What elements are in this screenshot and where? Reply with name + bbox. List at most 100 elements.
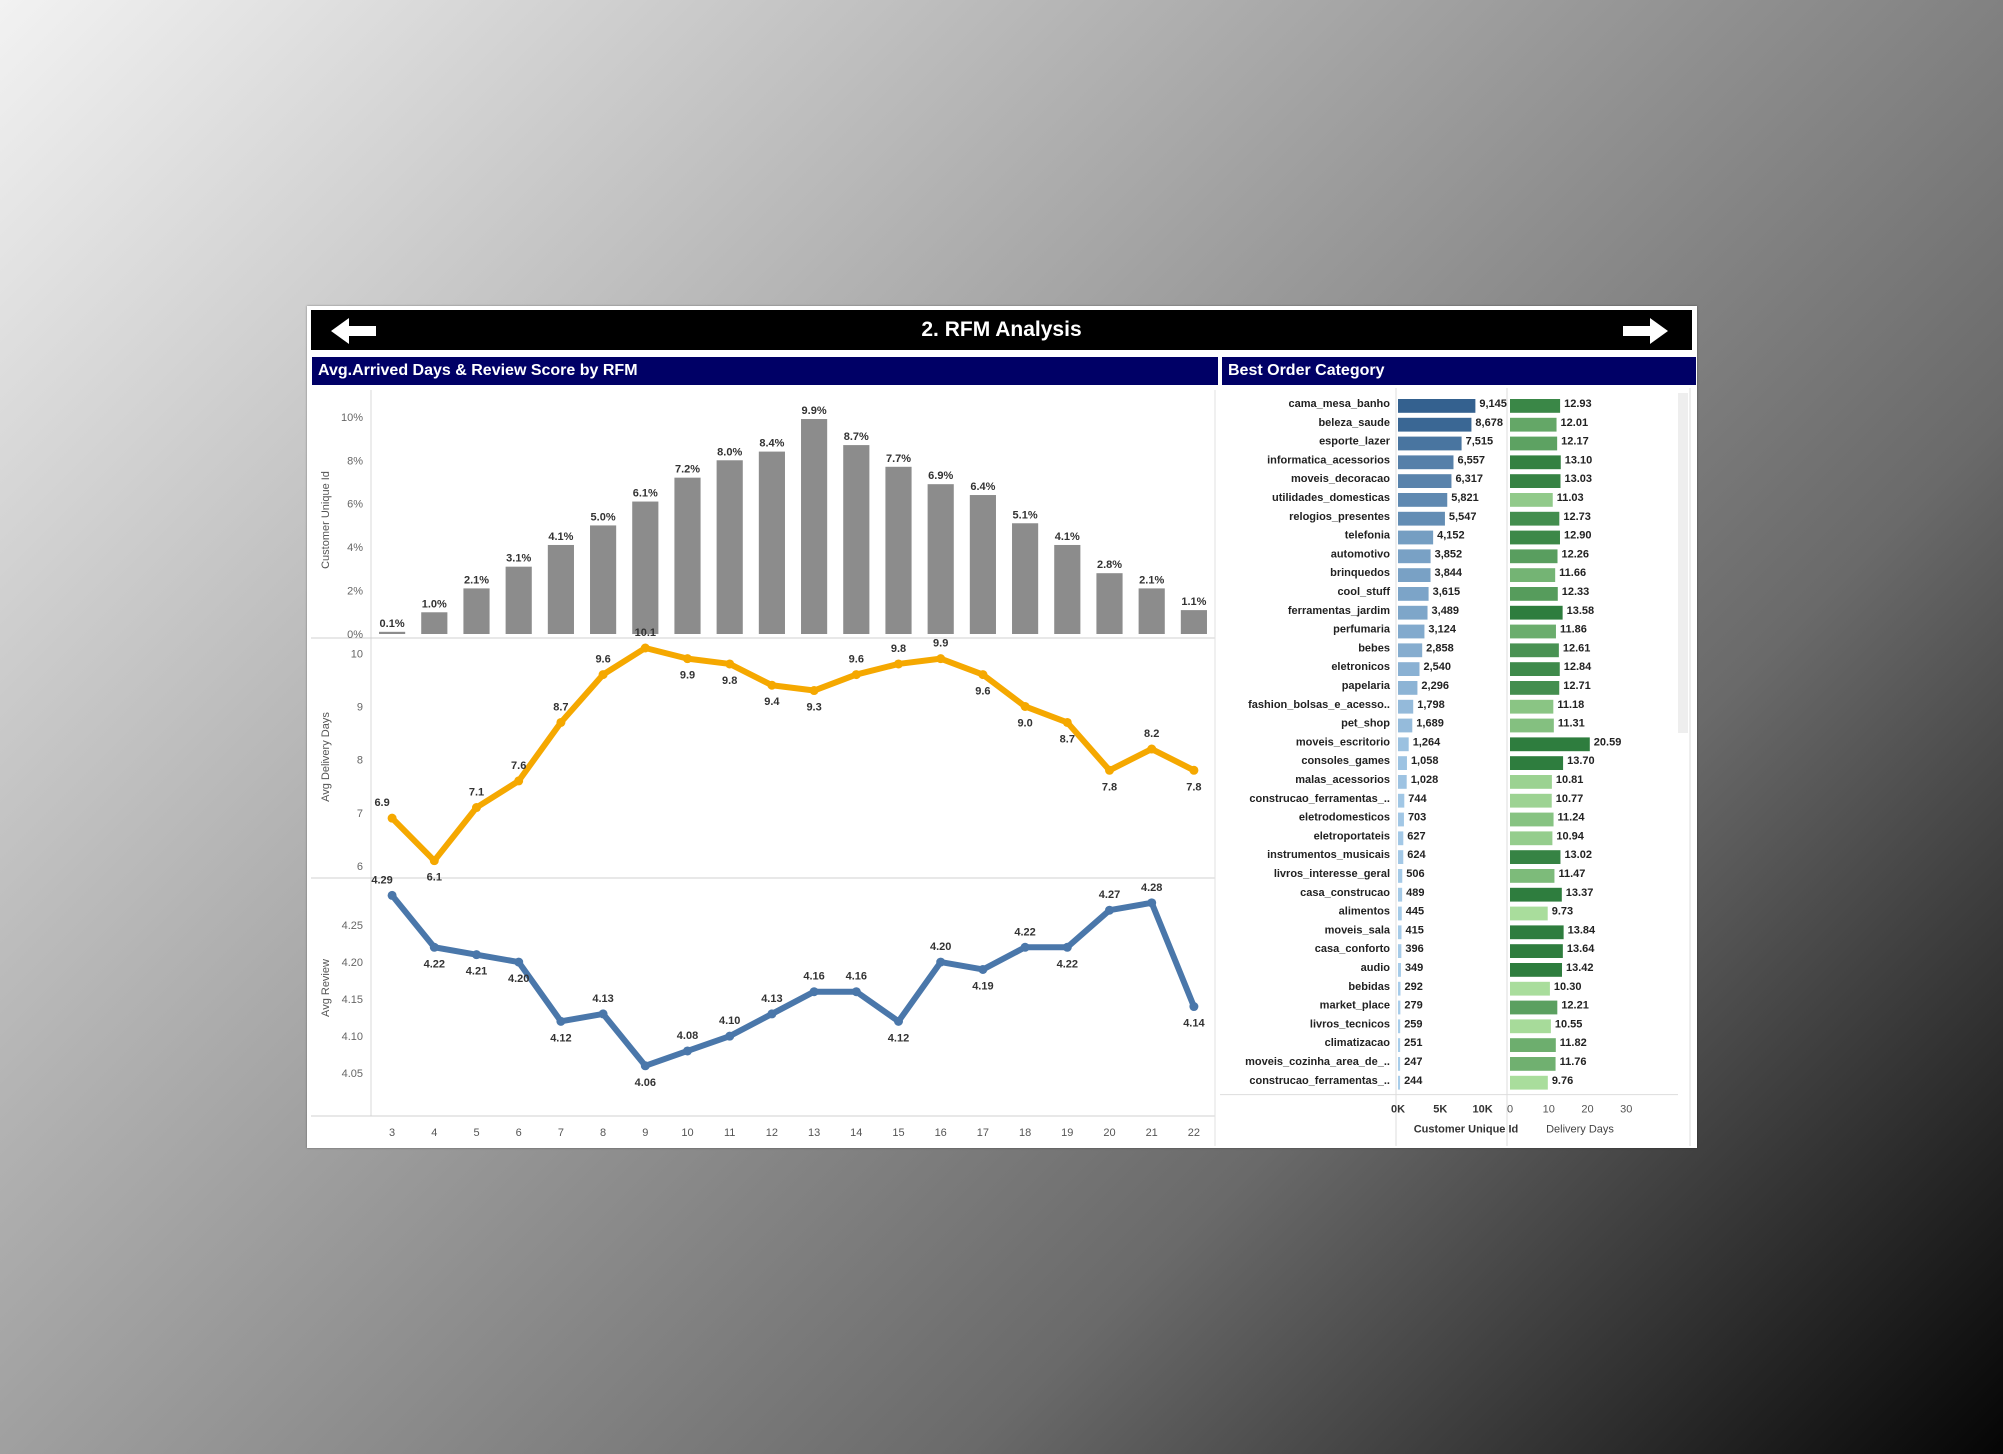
bar [969, 495, 996, 634]
data-label: 4.16 [846, 971, 867, 983]
data-label: 5.1% [1013, 509, 1038, 521]
category-label: moveis_decoracao [1291, 473, 1390, 485]
y-tick-label: 7 [357, 808, 363, 820]
x-tick-label: 6 [516, 1127, 522, 1139]
bar [1180, 610, 1207, 634]
bar-delivery [1510, 399, 1561, 413]
data-label: 6.9% [928, 470, 953, 482]
data-label: 10.55 [1555, 1018, 1583, 1030]
data-label: 7.8 [1102, 781, 1117, 793]
data-point [387, 813, 397, 823]
data-point [809, 987, 819, 997]
data-label: 251 [1404, 1037, 1422, 1049]
data-label: 12.33 [1562, 586, 1590, 598]
data-label: 5,547 [1449, 511, 1477, 523]
bar-customer [1398, 1019, 1401, 1034]
category-label: casa_conforto [1315, 943, 1390, 955]
x-tick-label: 11 [724, 1127, 735, 1139]
data-label: 4.29 [371, 874, 392, 886]
bar-customer [1398, 944, 1402, 958]
title-bar: 2. RFM Analysis [311, 310, 1692, 350]
x-tick-label: 3 [389, 1127, 395, 1139]
data-point [1062, 942, 1072, 952]
data-label: 12.90 [1564, 530, 1592, 542]
data-label: 13.64 [1567, 943, 1595, 955]
x-tick-label: 20 [1103, 1127, 1115, 1139]
category-label: cool_stuff [1337, 586, 1390, 598]
data-point [683, 1046, 692, 1056]
bar-delivery [1510, 455, 1561, 470]
bar-customer [1398, 1000, 1401, 1015]
data-point [894, 659, 903, 669]
category-label: esporte_lazer [1319, 436, 1391, 448]
bar-customer [1398, 511, 1445, 526]
data-label: 8.2 [1144, 728, 1159, 740]
data-label: 624 [1407, 849, 1426, 861]
bar-customer [1398, 793, 1405, 808]
data-label: 12.01 [1561, 417, 1589, 429]
category-label: cama_mesa_banho [1289, 398, 1391, 410]
data-label: 1.1% [1181, 596, 1206, 608]
x-tick-label: 4 [431, 1127, 437, 1139]
data-label: 259 [1404, 1018, 1422, 1030]
y-tick-label: 2% [347, 586, 363, 598]
bar-customer [1398, 474, 1452, 488]
category-label: relogios_presentes [1289, 511, 1390, 523]
bar-delivery [1510, 605, 1563, 620]
data-label: 4.1% [1055, 531, 1080, 543]
data-point [894, 1016, 903, 1026]
bar-customer [1398, 887, 1403, 902]
data-point [514, 957, 524, 967]
data-label: 10.77 [1556, 793, 1584, 805]
data-point [556, 717, 566, 727]
y-tick-label: 4.15 [342, 994, 363, 1006]
data-label: 11.82 [1560, 1037, 1587, 1049]
category-label: utilidades_domesticas [1272, 492, 1390, 504]
bar-delivery [1510, 887, 1562, 902]
bar-customer [1398, 662, 1420, 676]
arrow-right-icon[interactable] [1620, 316, 1670, 346]
y-tick-label: 9 [357, 701, 363, 713]
x-tick-label: 19 [1061, 1127, 1073, 1139]
data-label: 9.4 [764, 696, 780, 708]
series-line [389, 892, 1197, 1069]
data-point [472, 950, 481, 960]
data-label: 3,124 [1428, 624, 1456, 636]
data-label: 3,844 [1435, 567, 1463, 579]
x-tick-label: 7 [558, 1127, 564, 1139]
data-label: 7.7% [886, 453, 911, 465]
data-point [387, 890, 397, 900]
data-label: 10.1 [635, 627, 656, 639]
data-label: 4.21 [466, 966, 487, 978]
y-tick-label: 10 [351, 648, 363, 660]
bar-customer [1398, 549, 1431, 564]
data-label: 9,145 [1479, 398, 1507, 410]
data-label: 489 [1406, 887, 1424, 899]
data-label: 1,798 [1417, 699, 1445, 711]
data-label: 13.42 [1566, 962, 1594, 974]
x-tick-label: 14 [850, 1127, 862, 1139]
bar-delivery [1510, 737, 1590, 752]
data-label: 12.17 [1561, 436, 1589, 448]
data-label: 8.7% [844, 431, 869, 443]
data-label: 4.22 [1057, 958, 1078, 970]
data-label: 4.28 [1141, 882, 1162, 894]
data-label: 10.30 [1554, 981, 1582, 993]
data-label: 6.1% [633, 488, 658, 500]
bar-customer [1398, 1075, 1401, 1090]
data-point [1105, 765, 1114, 775]
y-tick-label: 8% [347, 455, 363, 467]
bar-delivery [1510, 718, 1554, 733]
bar-customer [1398, 605, 1428, 620]
bar-delivery [1510, 775, 1552, 789]
data-label: 279 [1404, 1000, 1422, 1012]
data-label: 4.16 [803, 971, 824, 983]
bar [421, 612, 448, 634]
bar-customer [1398, 925, 1402, 940]
arrow-left-icon[interactable] [329, 316, 379, 346]
x-tick-label: 9 [642, 1127, 648, 1139]
data-point [640, 643, 650, 653]
data-label: 445 [1406, 906, 1424, 918]
data-label: 744 [1408, 793, 1427, 805]
data-label: 7,515 [1466, 436, 1494, 448]
